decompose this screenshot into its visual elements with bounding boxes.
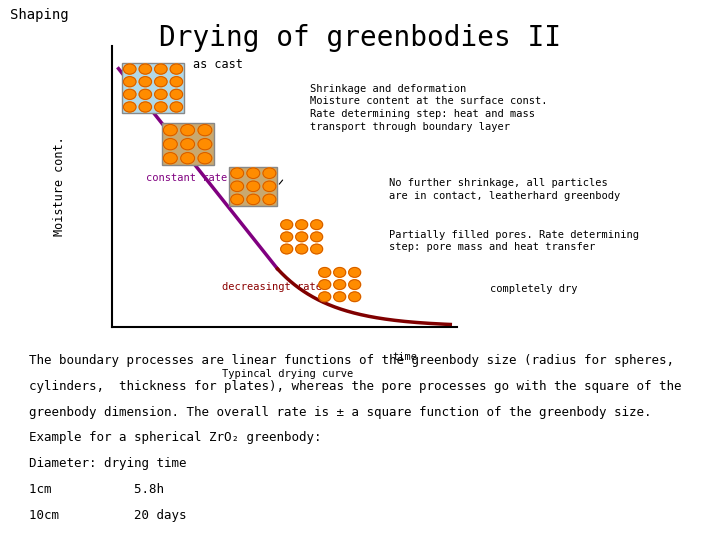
Circle shape	[155, 77, 167, 87]
Circle shape	[281, 232, 293, 242]
Circle shape	[247, 194, 260, 205]
Circle shape	[198, 153, 212, 164]
Circle shape	[155, 89, 167, 99]
Text: time: time	[393, 352, 418, 362]
Circle shape	[181, 153, 194, 164]
Circle shape	[296, 220, 307, 229]
Circle shape	[163, 153, 177, 164]
Circle shape	[263, 168, 276, 178]
Circle shape	[333, 292, 346, 302]
Circle shape	[319, 280, 330, 289]
Circle shape	[348, 267, 361, 277]
Circle shape	[124, 64, 136, 74]
Circle shape	[247, 168, 260, 178]
Text: Drying of greenbodies II: Drying of greenbodies II	[159, 24, 561, 52]
Circle shape	[139, 89, 151, 99]
Circle shape	[170, 77, 183, 87]
Circle shape	[319, 292, 330, 302]
Circle shape	[333, 267, 346, 277]
Circle shape	[155, 102, 167, 112]
FancyBboxPatch shape	[122, 63, 184, 113]
FancyBboxPatch shape	[162, 123, 214, 165]
Text: 10cm          20 days: 10cm 20 days	[29, 509, 186, 522]
Circle shape	[181, 139, 194, 150]
Circle shape	[124, 89, 136, 99]
Text: decreasingt rate: decreasingt rate	[222, 282, 322, 292]
Circle shape	[124, 77, 136, 87]
Circle shape	[247, 181, 260, 192]
Circle shape	[139, 102, 151, 112]
Circle shape	[198, 139, 212, 150]
Circle shape	[170, 102, 183, 112]
Text: 1cm           5.8h: 1cm 5.8h	[29, 483, 164, 496]
Circle shape	[348, 280, 361, 289]
Text: No further shrinkage, all particles
are in contact, leatherhard greenbody: No further shrinkage, all particles are …	[389, 178, 620, 201]
Text: greenbody dimension. The overall rate is ± a square function of the greenbody si: greenbody dimension. The overall rate is…	[29, 406, 652, 419]
Circle shape	[296, 244, 307, 254]
Text: Example for a spherical ZrO₂ greenbody:: Example for a spherical ZrO₂ greenbody:	[29, 431, 321, 444]
Circle shape	[319, 267, 330, 277]
Circle shape	[139, 64, 151, 74]
Circle shape	[155, 64, 167, 74]
Circle shape	[263, 194, 276, 205]
Circle shape	[310, 232, 323, 242]
Text: Shrinkage and deformation
Moisture content at the surface const.
Rate determinin: Shrinkage and deformation Moisture conte…	[310, 84, 547, 132]
Circle shape	[198, 125, 212, 136]
Circle shape	[263, 181, 276, 192]
Circle shape	[139, 77, 151, 87]
Circle shape	[163, 125, 177, 136]
Circle shape	[281, 220, 293, 229]
Text: The boundary processes are linear functions of the greenbody size (radius for sp: The boundary processes are linear functi…	[29, 354, 674, 367]
Circle shape	[348, 292, 361, 302]
Text: as cast: as cast	[193, 58, 243, 71]
Circle shape	[170, 64, 183, 74]
Circle shape	[230, 181, 243, 192]
Text: Partially filled pores. Rate determining
step: pore mass and heat transfer: Partially filled pores. Rate determining…	[389, 230, 639, 252]
FancyBboxPatch shape	[229, 167, 277, 206]
Text: Diameter: drying time: Diameter: drying time	[29, 457, 186, 470]
Text: completely dry: completely dry	[490, 284, 577, 294]
Text: Shaping: Shaping	[10, 8, 68, 22]
Circle shape	[181, 125, 194, 136]
Circle shape	[230, 168, 243, 178]
Circle shape	[170, 89, 183, 99]
Circle shape	[230, 194, 243, 205]
Circle shape	[124, 102, 136, 112]
Circle shape	[333, 280, 346, 289]
Text: cylinders,  thickness for plates), whereas the pore processes go with the square: cylinders, thickness for plates), wherea…	[29, 380, 681, 393]
Circle shape	[296, 232, 307, 242]
Circle shape	[281, 244, 293, 254]
Circle shape	[310, 220, 323, 229]
Text: constant rate: constant rate	[146, 173, 228, 183]
Circle shape	[163, 139, 177, 150]
Circle shape	[310, 244, 323, 254]
Text: Typincal drying curve: Typincal drying curve	[222, 369, 354, 379]
Text: Moisture cont.: Moisture cont.	[53, 137, 66, 236]
